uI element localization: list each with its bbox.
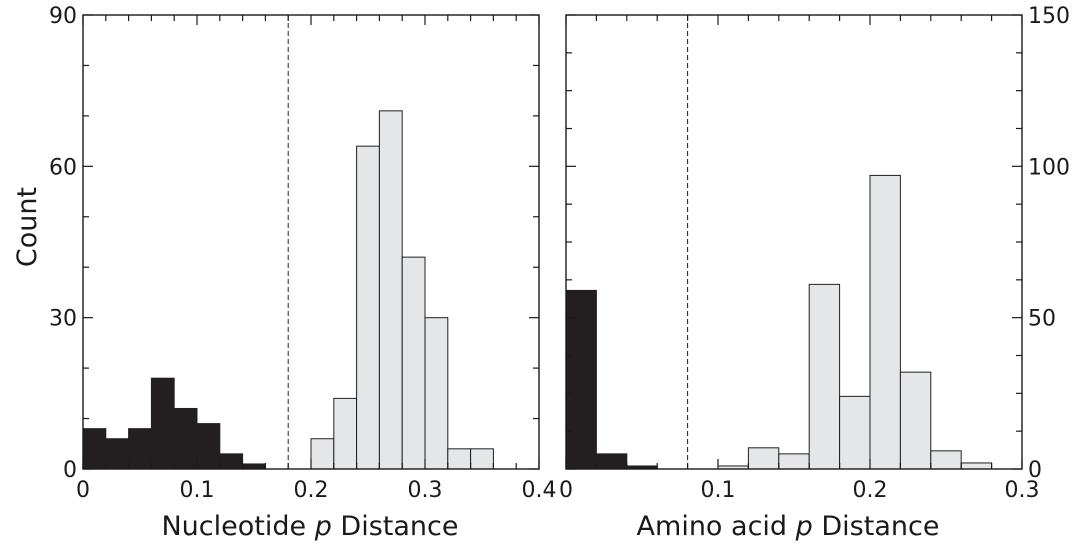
histogram-bar <box>82 428 107 470</box>
histogram-bar <box>808 283 841 470</box>
x-tick-label: 0.1 <box>180 478 215 503</box>
histogram-bar <box>196 423 221 470</box>
x-tick-label: 0.3 <box>408 478 443 503</box>
histogram-bar <box>150 377 175 470</box>
histogram-bar <box>470 448 494 470</box>
histogram-bar <box>310 438 335 470</box>
histogram-bar <box>378 110 403 470</box>
histogram-bar <box>128 428 152 470</box>
histogram-bar <box>899 371 932 470</box>
plot-frame <box>565 14 1023 470</box>
histogram-bar <box>356 145 380 470</box>
histogram-bar <box>105 438 130 470</box>
x-axis-title-amino-acid: Amino acid p Distance <box>637 511 940 542</box>
histogram-bar <box>424 317 449 470</box>
x-tick-label: 0 <box>76 478 90 503</box>
histogram-bar <box>595 453 628 470</box>
histogram-bar <box>960 462 993 470</box>
y-tick-label: 0 <box>63 458 77 483</box>
y-tick-label: 150 <box>1028 4 1070 29</box>
y-tick-label: 60 <box>49 155 77 180</box>
x-tick-label: 0.2 <box>294 478 329 503</box>
x-tick-label: 0.1 <box>701 478 736 503</box>
histogram-bar <box>242 463 266 470</box>
y-tick-label: 100 <box>1028 155 1070 180</box>
histogram-bar <box>333 397 358 470</box>
nucleotide-panel: 0 0.1 0.2 0.3 0.4 0 30 60 90 <box>49 4 557 503</box>
x-tick-label: 0.4 <box>522 478 557 503</box>
histogram-bar <box>839 395 871 470</box>
histogram-bar <box>401 256 426 470</box>
y-tick-label: 30 <box>49 307 77 332</box>
x-axis-title-nucleotide: Nucleotide p Distance <box>161 511 458 542</box>
y-tick-label: 0 <box>1028 458 1042 483</box>
x-tick-label: 0 <box>559 478 573 503</box>
y-tick-label: 90 <box>49 4 77 29</box>
y-axis-title: Count <box>12 187 43 267</box>
histogram-bar <box>930 450 962 470</box>
histogram-bar <box>778 453 810 470</box>
histogram-bar <box>869 174 901 470</box>
y-tick-label: 50 <box>1028 307 1056 332</box>
x-tick-label: 0.2 <box>853 478 888 503</box>
histogram-bar <box>565 289 597 470</box>
histogram-bar <box>219 453 244 470</box>
x-tick-label: 0.3 <box>1005 478 1040 503</box>
histogram-bar <box>447 448 472 470</box>
histogram-bar <box>747 447 780 470</box>
histogram-bar <box>173 407 198 470</box>
